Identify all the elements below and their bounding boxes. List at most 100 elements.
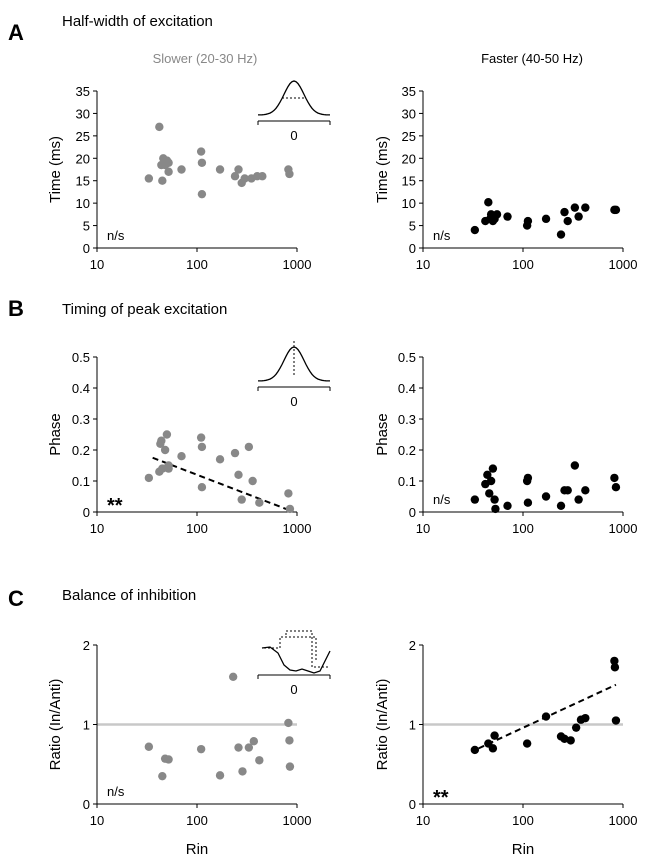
data-point [611, 716, 621, 725]
y-tick-label: 2 [409, 638, 416, 653]
data-point [196, 147, 206, 156]
data-point [160, 445, 170, 455]
data-point [248, 476, 257, 486]
data-point [155, 122, 164, 132]
data-point [158, 771, 167, 781]
data-point [581, 203, 590, 212]
x-tick-label: 10 [90, 521, 104, 536]
data-point [258, 172, 267, 181]
y-tick-label: 35 [76, 84, 90, 99]
data-point [228, 672, 238, 681]
data-point [164, 464, 173, 473]
data-point [541, 214, 551, 224]
section-title-a: Half-width of excitation [62, 13, 213, 30]
data-point [215, 165, 225, 174]
data-point [285, 504, 295, 514]
data-point [570, 203, 580, 212]
panel-letter-b: B [8, 296, 24, 321]
data-point [571, 723, 581, 732]
x-tick-label: 1000 [283, 257, 312, 272]
data-point [563, 216, 572, 226]
y-tick-label: 15 [402, 174, 416, 189]
data-point [523, 473, 533, 483]
y-tick-label: 15 [76, 174, 90, 189]
data-point [491, 504, 500, 514]
data-point [197, 189, 207, 199]
data-point [503, 212, 512, 221]
data-point [488, 464, 498, 473]
data-point [523, 216, 533, 226]
y-axis-title: Ratio (In/Anti) [374, 679, 391, 771]
y-axis-title: Ratio (In/Anti) [47, 679, 64, 771]
inset-waveform: 0 [257, 630, 331, 697]
data-point [484, 198, 493, 207]
x-tick-label: 100 [186, 257, 208, 272]
y-axis-title: Time (ms) [374, 136, 391, 203]
x-axis-title: Rin [512, 841, 535, 858]
data-point [244, 442, 254, 452]
data-point [566, 736, 575, 745]
x-tick-label: 1000 [609, 257, 638, 272]
data-point [523, 498, 533, 507]
y-tick-label: 35 [402, 84, 416, 99]
y-tick-label: 10 [402, 196, 416, 211]
data-point [196, 744, 206, 754]
y-tick-label: 5 [409, 219, 416, 234]
y-tick-label: 20 [76, 151, 90, 166]
y-tick-label: 0 [83, 797, 90, 812]
x-tick-label: 10 [416, 257, 430, 272]
data-point [610, 656, 619, 666]
data-point [164, 755, 173, 764]
data-point [197, 442, 207, 452]
x-tick-label: 10 [416, 521, 430, 536]
x-tick-label: 10 [90, 813, 104, 828]
x-tick-label: 1000 [283, 813, 312, 828]
y-axis-title: Time (ms) [47, 136, 64, 203]
y-tick-label: 0.3 [398, 412, 416, 427]
panel-letter-c: C [8, 586, 24, 611]
data-point [197, 483, 207, 492]
data-point [581, 713, 590, 723]
y-tick-label: 25 [76, 129, 90, 144]
trend-line [152, 456, 291, 512]
x-tick-label: 1000 [609, 813, 638, 828]
y-tick-label: 0.5 [72, 350, 90, 365]
data-point [255, 756, 264, 765]
column-title-faster: Faster (40-50 Hz) [481, 51, 583, 66]
y-tick-label: 0.1 [72, 474, 90, 489]
x-tick-label: 100 [512, 813, 534, 828]
x-tick-label: 100 [512, 257, 534, 272]
y-tick-label: 0 [409, 241, 416, 256]
y-tick-label: 0.4 [398, 381, 416, 396]
data-point [234, 470, 243, 479]
data-point [488, 744, 498, 753]
x-tick-label: 100 [512, 521, 534, 536]
data-point [541, 492, 551, 501]
y-tick-label: 0.2 [398, 443, 416, 458]
data-point [560, 207, 569, 217]
chart-c-faster: 10 100 1000 0 1 2 Ratio (In/Anti) Rin ** [374, 638, 637, 858]
data-point [238, 767, 247, 776]
panel-letter-a: A [8, 20, 24, 45]
data-point [611, 205, 621, 215]
data-point [563, 486, 572, 495]
data-point [144, 473, 154, 483]
data-point [244, 743, 254, 752]
data-point [255, 498, 264, 507]
data-point [144, 174, 154, 183]
data-point [177, 452, 186, 461]
data-point [240, 174, 249, 183]
data-point [570, 461, 580, 470]
y-axis-title: Phase [47, 413, 64, 456]
inset-tick-label: 0 [290, 682, 297, 697]
data-point [284, 718, 293, 728]
data-point [158, 176, 167, 185]
data-point [470, 745, 480, 755]
y-tick-label: 20 [402, 151, 416, 166]
data-point [610, 473, 619, 483]
y-tick-label: 0 [409, 505, 416, 520]
ns-label: n/s [107, 228, 125, 243]
data-point [285, 762, 295, 771]
data-point [215, 771, 225, 780]
section-title-b: Timing of peak excitation [62, 301, 227, 318]
